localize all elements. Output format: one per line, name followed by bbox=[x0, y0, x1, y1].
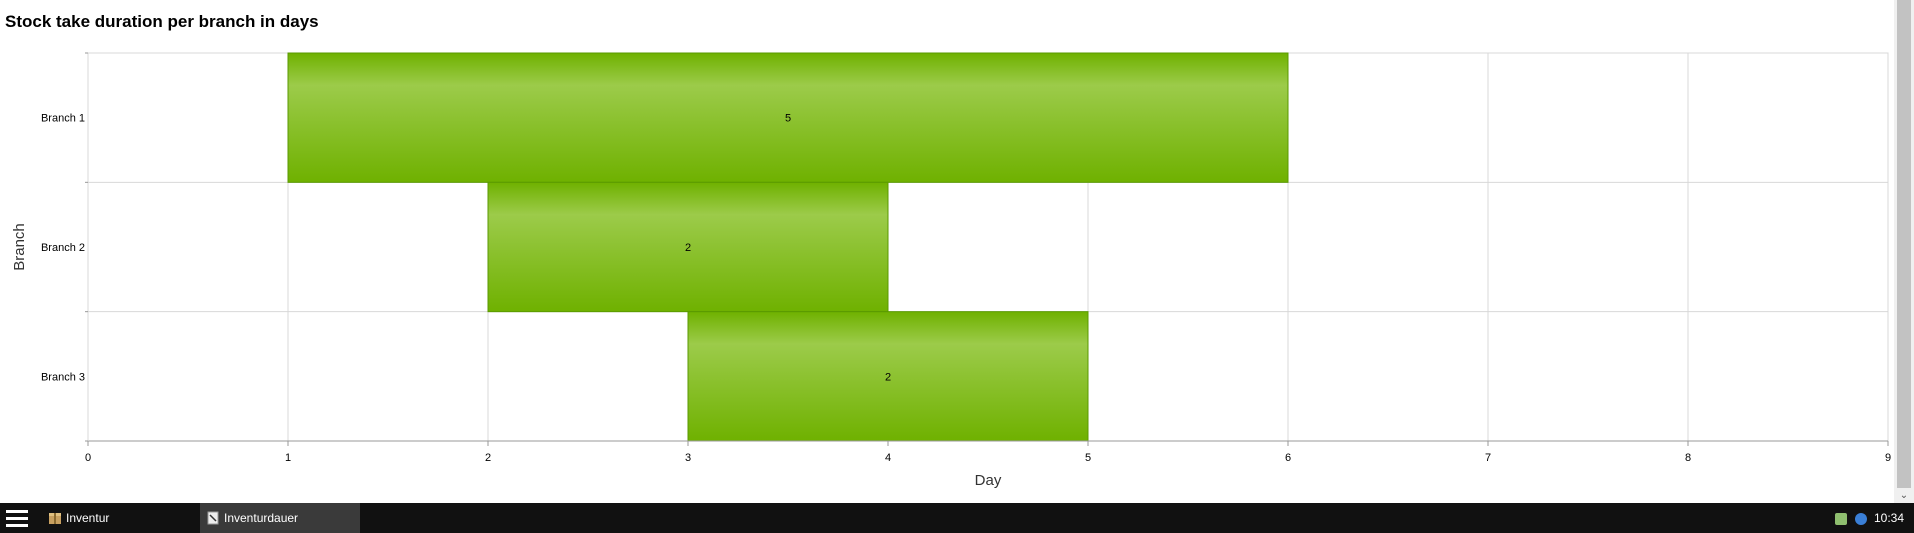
taskbar-item-inventurdauer[interactable]: Inventurdauer bbox=[200, 503, 360, 533]
x-tick-label: 0 bbox=[85, 452, 91, 464]
x-axis-title: Day bbox=[975, 472, 1002, 489]
bar bbox=[687, 311, 1089, 442]
x-tick-label: 6 bbox=[1285, 452, 1291, 464]
vertical-scrollbar[interactable]: ⌄ bbox=[1894, 0, 1914, 503]
scroll-down-arrow-icon[interactable]: ⌄ bbox=[1899, 490, 1909, 501]
bar-data-label: 2 bbox=[885, 371, 891, 383]
system-tray: 10:34 bbox=[1835, 503, 1904, 533]
bar bbox=[287, 52, 1289, 183]
network-icon[interactable] bbox=[1835, 512, 1848, 525]
info-icon[interactable] bbox=[1854, 512, 1867, 525]
taskbar-item-inventur[interactable]: Inventur bbox=[42, 503, 216, 533]
taskbar: Inventur Inventurdauer 10:34 bbox=[0, 503, 1914, 533]
x-tick-label: 9 bbox=[1885, 452, 1891, 464]
x-tick-label: 7 bbox=[1485, 452, 1491, 464]
chart-plot: 5 2 2 0 1 2 3 4 5 6 7 8 9 Branch 1 Branch 2 Branch 3 Day… bbox=[11, 52, 1891, 489]
bar-data-label: 2 bbox=[685, 242, 691, 254]
taskbar-item-label: Inventur bbox=[66, 511, 110, 525]
x-tick-label: 3 bbox=[685, 452, 691, 464]
x-tick-label: 5 bbox=[1085, 452, 1091, 464]
x-tick-label: 1 bbox=[285, 452, 291, 464]
bar-data-label: 5 bbox=[785, 113, 791, 125]
menu-icon[interactable] bbox=[6, 510, 28, 528]
clock[interactable]: 10:34 bbox=[1873, 511, 1904, 525]
x-tick-label: 4 bbox=[885, 452, 891, 464]
y-tick-label: Branch 1 bbox=[41, 113, 85, 125]
bar bbox=[487, 181, 889, 313]
y-tick-label: Branch 3 bbox=[41, 371, 85, 383]
chart-window: Stock take duration per branch in days 5… bbox=[5, 12, 1892, 489]
scrollbar-thumb[interactable] bbox=[1897, 0, 1911, 488]
y-tick-label: Branch 2 bbox=[41, 242, 85, 254]
document-icon bbox=[207, 511, 219, 525]
y-axis-title: Branch bbox=[11, 223, 28, 271]
taskbar-item-label: Inventurdauer bbox=[224, 511, 299, 525]
x-tick-label: 8 bbox=[1685, 452, 1691, 464]
package-icon bbox=[49, 513, 61, 524]
x-tick-label: 2 bbox=[485, 452, 491, 464]
chart-title: Stock take duration per branch in days bbox=[5, 12, 319, 31]
